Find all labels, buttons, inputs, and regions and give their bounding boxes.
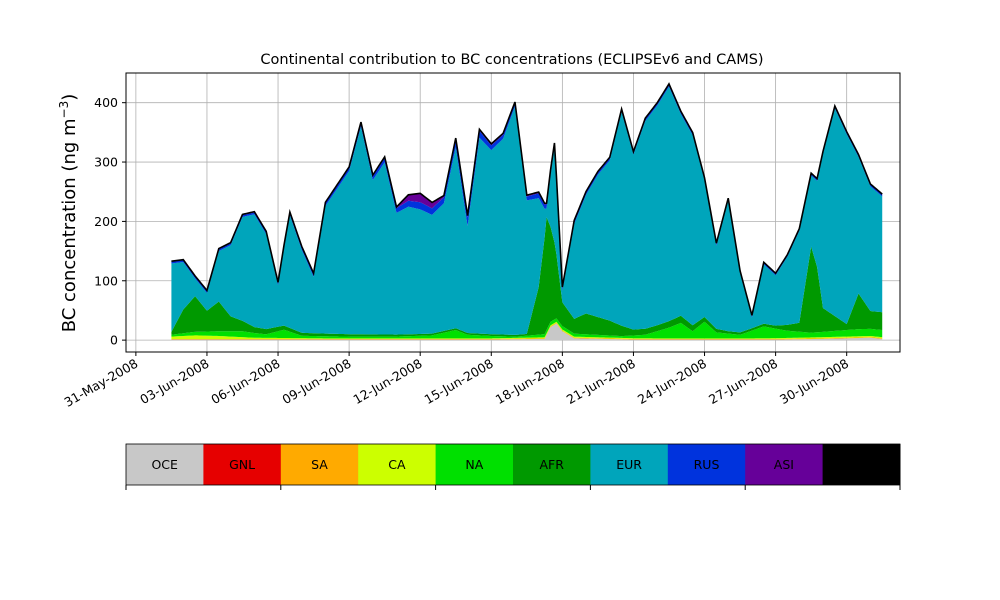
legend-swatch-asi xyxy=(745,444,824,485)
legend-label-afr: AFR xyxy=(539,457,564,472)
area-na xyxy=(171,318,883,339)
y-axis-label-sup: −3 xyxy=(57,101,71,119)
legend-label-rus: RUS xyxy=(694,457,720,472)
y-axis-label-close: ) xyxy=(59,94,80,101)
area-eur xyxy=(171,86,883,335)
legend-label-asi: ASI xyxy=(774,457,794,472)
y-tick-label: 0 xyxy=(110,333,118,348)
y-axis: 0 100 200 300 400 xyxy=(94,95,126,348)
legend-swatch-gnl xyxy=(203,444,282,485)
legend-label-ca: CA xyxy=(388,457,406,472)
legend-label-aus: AUS xyxy=(848,457,874,472)
stacked-areas xyxy=(171,83,883,341)
area-afr xyxy=(171,217,883,337)
legend-label-gnl: GNL xyxy=(229,457,255,472)
legend-label-eur: EUR xyxy=(616,457,642,472)
legend-label-sa: SA xyxy=(311,457,328,472)
plot-frame xyxy=(125,72,901,353)
legend-swatch-eur xyxy=(590,444,669,485)
y-tick-label: 200 xyxy=(94,214,118,229)
legend-label-na: NA xyxy=(465,457,483,472)
legend-swatch-ca xyxy=(358,444,437,485)
area-ca xyxy=(171,321,883,339)
colorbar-legend: OCE GNL SA CA NA AFR EUR RUS ASI AUS xyxy=(125,443,901,490)
y-tick-label: 100 xyxy=(94,273,118,288)
legend-swatch-afr xyxy=(513,444,591,485)
legend-swatch-oce xyxy=(126,444,204,485)
legend-label-oce: OCE xyxy=(151,457,178,472)
total-line xyxy=(171,82,883,316)
legend-swatch-sa xyxy=(280,444,359,485)
y-tick-label: 300 xyxy=(94,155,118,170)
y-axis-label: BC concentration (ng m−3) xyxy=(57,94,80,333)
svg-text:BC concentration (ng m−3): BC concentration (ng m−3) xyxy=(57,94,80,333)
legend-frame xyxy=(125,443,901,486)
legend-swatch-rus xyxy=(667,444,746,485)
y-axis-label-main: BC concentration (ng m xyxy=(59,118,80,332)
legend-swatch-aus xyxy=(822,444,901,485)
legend-swatch-na xyxy=(435,444,514,485)
chart-title: Continental contribution to BC concentra… xyxy=(260,52,763,68)
y-tick-label: 400 xyxy=(94,95,118,110)
